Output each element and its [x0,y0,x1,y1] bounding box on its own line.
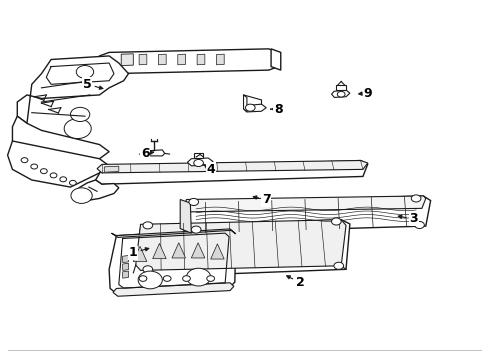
Circle shape [138,271,162,289]
Circle shape [206,276,214,282]
Text: 7: 7 [253,193,270,206]
Circle shape [191,226,201,233]
Text: 4: 4 [203,163,215,176]
Circle shape [163,276,171,282]
Text: 9: 9 [358,87,371,100]
Polygon shape [74,180,119,201]
Text: 8: 8 [270,103,282,116]
Polygon shape [122,263,128,270]
Circle shape [182,276,190,282]
Polygon shape [113,283,233,296]
Polygon shape [180,196,430,233]
Polygon shape [197,54,204,65]
Polygon shape [187,158,213,166]
Polygon shape [158,54,166,65]
Polygon shape [133,220,349,277]
Polygon shape [243,104,265,112]
Circle shape [142,266,152,273]
Polygon shape [336,85,346,90]
Polygon shape [180,199,191,233]
Polygon shape [139,54,146,65]
Circle shape [245,104,255,111]
Polygon shape [191,243,204,258]
Text: 1: 1 [129,246,148,259]
Polygon shape [95,161,367,184]
Polygon shape [193,153,203,158]
Circle shape [64,119,91,139]
Circle shape [414,221,424,229]
Polygon shape [122,271,128,278]
Polygon shape [111,229,235,238]
Polygon shape [178,54,185,65]
Polygon shape [12,116,109,159]
Polygon shape [183,196,425,212]
Circle shape [193,159,203,167]
Circle shape [31,164,38,169]
Text: 5: 5 [83,78,102,91]
Polygon shape [172,243,185,258]
Circle shape [333,262,343,269]
Polygon shape [17,56,128,123]
Polygon shape [210,244,224,259]
Circle shape [76,66,94,78]
Polygon shape [270,49,280,70]
Polygon shape [243,95,246,112]
Text: 6: 6 [141,147,153,160]
Circle shape [70,107,90,122]
Polygon shape [104,166,119,172]
Circle shape [188,198,198,206]
Circle shape [410,195,420,202]
Polygon shape [97,161,367,173]
Circle shape [337,91,345,97]
Polygon shape [142,150,164,156]
Circle shape [41,168,47,174]
Polygon shape [121,54,133,66]
Circle shape [331,218,341,225]
Polygon shape [133,246,146,261]
Circle shape [71,188,92,203]
Circle shape [139,276,146,282]
Polygon shape [331,90,349,98]
Polygon shape [109,229,235,293]
Polygon shape [216,54,224,65]
Circle shape [21,158,28,163]
Circle shape [60,177,66,182]
Circle shape [69,180,76,185]
Polygon shape [122,256,128,262]
Text: 3: 3 [398,212,417,225]
Circle shape [142,222,152,229]
Polygon shape [8,141,109,187]
Circle shape [50,173,57,178]
Polygon shape [136,220,346,270]
Polygon shape [99,49,278,74]
Polygon shape [152,243,166,259]
Circle shape [186,268,210,286]
Text: 2: 2 [286,276,304,289]
